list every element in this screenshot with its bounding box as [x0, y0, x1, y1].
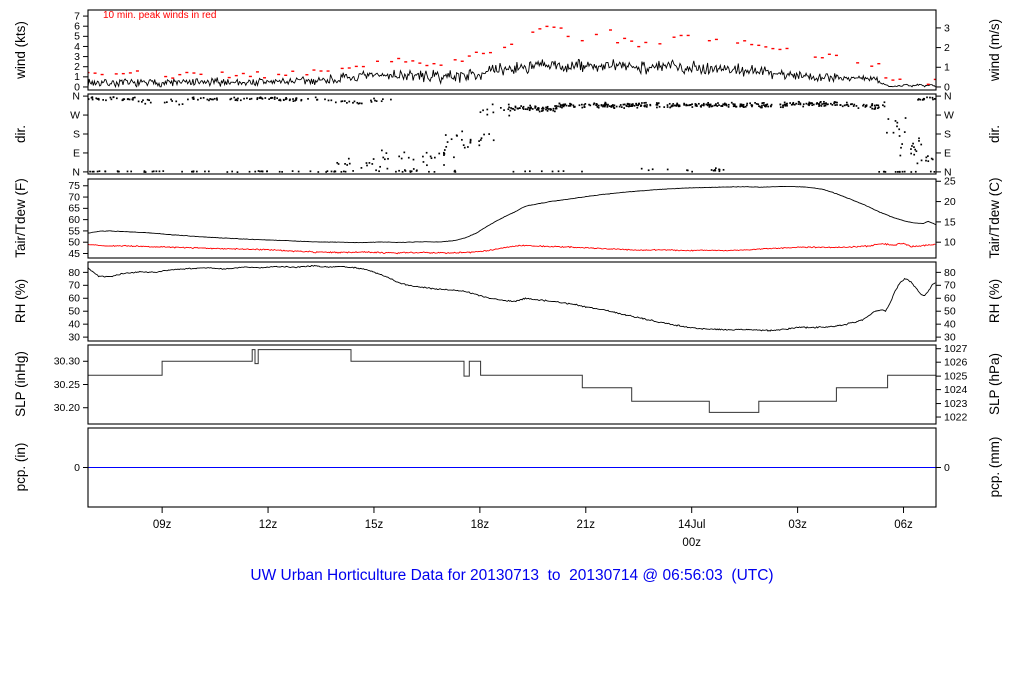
svg-text:20: 20 [944, 196, 956, 208]
svg-text:70: 70 [68, 191, 80, 203]
svg-text:70: 70 [68, 280, 80, 292]
svg-text:1025: 1025 [944, 371, 968, 383]
svg-text:30.20: 30.20 [54, 402, 80, 414]
svg-text:50: 50 [68, 237, 80, 249]
svg-text:50: 50 [68, 306, 80, 318]
svg-text:S: S [73, 128, 80, 140]
svg-text:60: 60 [944, 293, 956, 305]
svg-text:30: 30 [68, 332, 80, 344]
svg-text:S: S [944, 128, 951, 140]
svg-text:W: W [944, 109, 954, 121]
svg-text:W: W [70, 109, 80, 121]
svg-text:80: 80 [68, 267, 80, 279]
svg-text:0: 0 [74, 462, 80, 474]
svg-text:1027: 1027 [944, 343, 968, 355]
svg-text:03z: 03z [788, 519, 807, 531]
svg-text:75: 75 [68, 180, 80, 192]
svg-text:65: 65 [68, 203, 80, 215]
svg-text:N: N [944, 91, 952, 103]
axis-label-pcp-in: pcp. (in) [13, 442, 28, 492]
svg-text:06z: 06z [894, 519, 913, 531]
svg-text:10: 10 [944, 237, 956, 249]
svg-text:1024: 1024 [944, 384, 968, 396]
svg-text:1023: 1023 [944, 398, 968, 410]
svg-text:45: 45 [68, 248, 80, 260]
svg-text:12z: 12z [259, 519, 278, 531]
svg-text:15z: 15z [365, 519, 384, 531]
svg-text:5: 5 [74, 31, 80, 43]
svg-text:30.30: 30.30 [54, 356, 80, 368]
svg-text:4: 4 [74, 41, 80, 53]
svg-text:09z: 09z [153, 519, 172, 531]
svg-text:80: 80 [944, 267, 956, 279]
svg-text:7: 7 [74, 10, 80, 22]
svg-text:60: 60 [68, 214, 80, 226]
svg-text:1026: 1026 [944, 357, 968, 369]
svg-text:N: N [72, 91, 80, 103]
svg-text:6: 6 [74, 21, 80, 33]
svg-text:3: 3 [944, 22, 950, 34]
axis-label-pcp-mm: pcp. (mm) [987, 436, 1002, 498]
svg-text:40: 40 [68, 319, 80, 331]
svg-text:2: 2 [944, 42, 950, 54]
svg-text:0: 0 [944, 81, 950, 93]
svg-text:15: 15 [944, 216, 956, 228]
svg-text:00z: 00z [682, 537, 701, 549]
svg-text:N: N [72, 166, 80, 178]
svg-text:E: E [944, 147, 951, 159]
svg-text:2: 2 [74, 61, 80, 73]
svg-text:14Jul: 14Jul [678, 519, 706, 531]
svg-text:25: 25 [944, 176, 956, 188]
svg-text:40: 40 [944, 319, 956, 331]
peak-wind-legend: 10 min. peak winds in red [103, 10, 217, 21]
page-title: UW Urban Horticulture Data for 20130713 … [250, 567, 774, 584]
svg-text:1: 1 [944, 62, 950, 74]
svg-text:3: 3 [74, 51, 80, 63]
svg-text:1022: 1022 [944, 411, 968, 423]
svg-text:30.25: 30.25 [54, 379, 80, 391]
svg-text:0: 0 [944, 462, 950, 474]
svg-text:55: 55 [68, 225, 80, 237]
svg-text:0: 0 [74, 81, 80, 93]
svg-text:21z: 21z [577, 519, 596, 531]
svg-text:70: 70 [944, 280, 956, 292]
svg-text:60: 60 [68, 293, 80, 305]
svg-text:N: N [944, 166, 952, 178]
svg-text:E: E [73, 147, 80, 159]
svg-text:30: 30 [944, 332, 956, 344]
svg-text:18z: 18z [471, 519, 490, 531]
svg-text:50: 50 [944, 306, 956, 318]
svg-text:1: 1 [74, 71, 80, 83]
